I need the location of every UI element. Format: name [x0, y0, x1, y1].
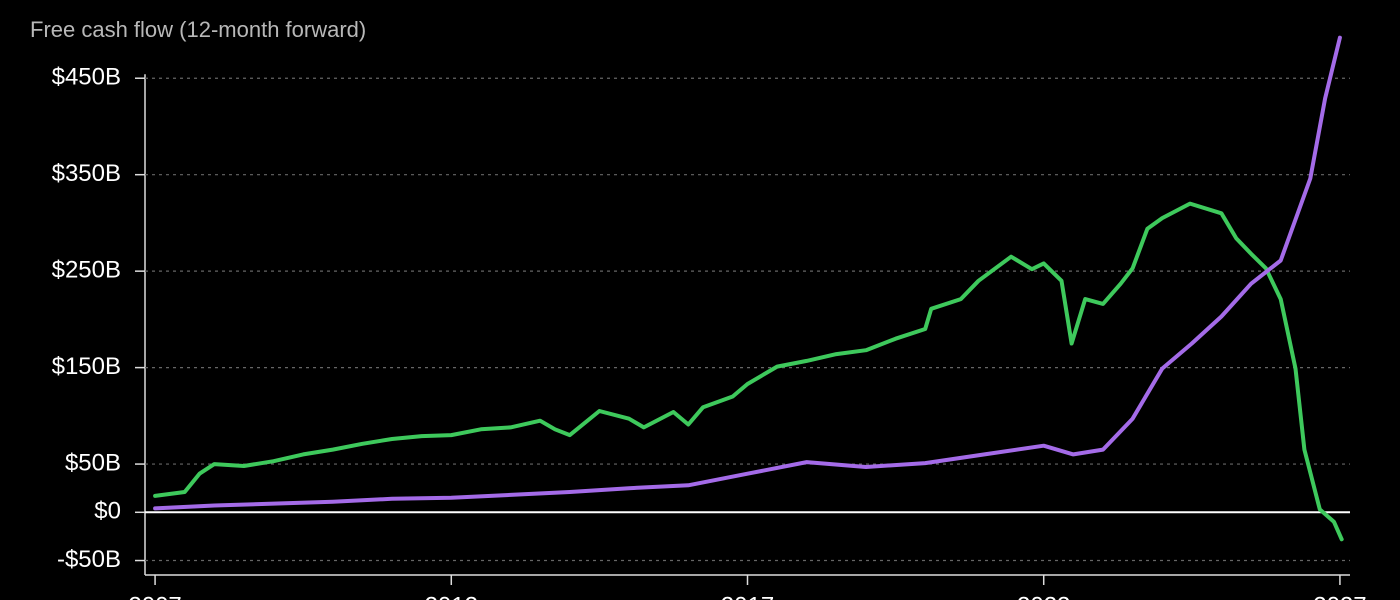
x-tick-label: 2007: [128, 592, 181, 600]
chart-subtitle: Free cash flow (12-month forward): [30, 17, 366, 42]
y-tick-label: $0: [94, 498, 121, 525]
y-tick-label: $150B: [52, 353, 121, 380]
y-tick-label: $250B: [52, 256, 121, 283]
y-tick-label: $450B: [52, 64, 121, 91]
x-tick-label: 2017: [721, 592, 774, 600]
series-line: [153, 201, 1344, 542]
x-tick-label: 2022: [1017, 592, 1070, 600]
series-line: [153, 35, 1342, 511]
y-tick-label: $350B: [52, 160, 121, 187]
y-tick-label: $50B: [65, 449, 121, 476]
y-tick-label: -$50B: [57, 546, 121, 573]
x-tick-label: 2012: [425, 592, 478, 600]
x-tick-label: 2027: [1313, 592, 1366, 600]
